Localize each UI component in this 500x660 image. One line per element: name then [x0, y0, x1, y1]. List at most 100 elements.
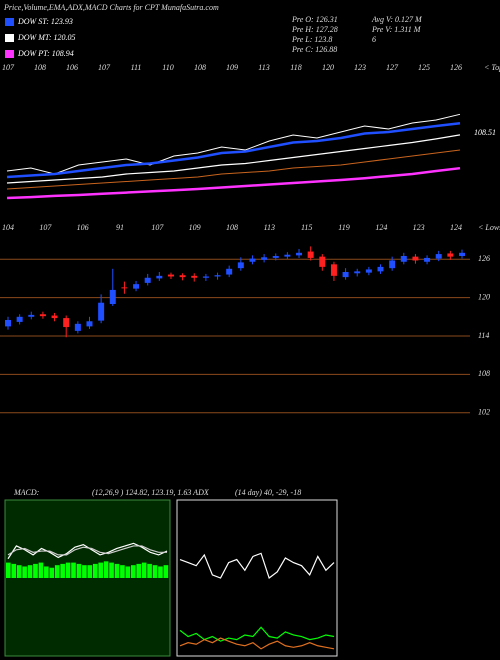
- histogram-bar: [141, 562, 147, 578]
- candle-body: [74, 323, 81, 331]
- candle-body: [365, 269, 372, 273]
- top-label: 123: [354, 63, 366, 72]
- info-text: Pre C: 126.88: [291, 45, 337, 54]
- low-note: < Lows: [478, 223, 500, 232]
- y-tick-label: 114: [478, 331, 489, 340]
- histogram-bar: [38, 562, 44, 578]
- candle-body: [424, 257, 431, 262]
- low-label: 115: [301, 223, 312, 232]
- histogram-bar: [33, 563, 38, 578]
- info-text: Avg V: 0.127 M: [371, 15, 423, 24]
- candle-body: [342, 272, 349, 278]
- series-line: [6, 122, 461, 179]
- legend-swatch: [5, 34, 14, 42]
- series-line: [179, 637, 335, 650]
- candle-body: [459, 252, 465, 256]
- candle-body: [16, 316, 23, 322]
- low-label: 107: [151, 223, 164, 232]
- top-label: 109: [226, 63, 238, 72]
- low-label: 109: [189, 223, 201, 232]
- candle-body: [261, 257, 268, 260]
- candle-body: [167, 274, 174, 277]
- candle-body: [5, 320, 11, 327]
- low-label: 124: [375, 223, 387, 232]
- series-line: [7, 545, 167, 556]
- series-line: [179, 552, 335, 579]
- candle-body: [98, 302, 105, 321]
- histogram-bar: [125, 566, 131, 578]
- candle-body: [400, 256, 407, 262]
- top-label: 110: [162, 63, 173, 72]
- candle-body: [133, 284, 140, 289]
- histogram-bar: [65, 562, 71, 578]
- candle-body: [121, 287, 128, 289]
- histogram-bar: [136, 563, 142, 578]
- candle-body: [39, 314, 46, 317]
- low-label: 124: [450, 223, 462, 232]
- histogram-bar: [158, 566, 163, 578]
- legend-swatch: [5, 18, 14, 26]
- histogram-bar: [11, 563, 17, 578]
- chart-title: Price,Volume,EMA,ADX,MACD Charts for CPT…: [3, 3, 219, 12]
- candle-body: [354, 271, 361, 274]
- histogram-bar: [49, 567, 55, 578]
- histogram-bar: [152, 565, 158, 578]
- top-label: 120: [322, 63, 334, 72]
- low-label: 123: [413, 223, 425, 232]
- candle-body: [237, 262, 244, 269]
- info-text: Pre O: 126.31: [291, 15, 338, 24]
- info-text: Pre H: 127.28: [291, 25, 338, 34]
- top-label: 107: [98, 63, 111, 72]
- histogram-bar: [147, 563, 152, 578]
- y-tick-label: 120: [478, 292, 490, 301]
- low-label: 119: [338, 223, 349, 232]
- top-label: 106: [66, 63, 78, 72]
- histogram-bar: [120, 565, 125, 578]
- legend-label: DOW ST: 123.93: [17, 17, 73, 26]
- histogram-bar: [92, 563, 98, 578]
- histogram-bar: [6, 562, 11, 578]
- histogram-bar: [60, 563, 65, 578]
- panel-subtitle: (12,26,9 ) 124.82, 123.19, 1.63 ADX: [92, 488, 210, 497]
- histogram-bar: [22, 566, 27, 578]
- series-line: [6, 113, 461, 175]
- histogram-bar: [44, 566, 49, 578]
- candle-body: [307, 251, 314, 258]
- histogram-bar: [54, 565, 60, 578]
- candle-body: [377, 266, 384, 272]
- low-label: 106: [77, 223, 89, 232]
- top-label: 126: [450, 63, 462, 72]
- top-label: 125: [418, 63, 430, 72]
- histogram-bar: [27, 565, 33, 578]
- top-note: < Tops: [484, 63, 500, 72]
- candle-body: [109, 289, 116, 304]
- histogram-bar: [71, 562, 76, 578]
- candle-body: [284, 254, 291, 257]
- histogram-bar: [82, 565, 87, 578]
- candle-body: [447, 253, 454, 257]
- candle-body: [226, 268, 233, 275]
- candle-body: [28, 314, 35, 317]
- histogram-bar: [163, 565, 169, 578]
- candle-body: [435, 254, 442, 259]
- panel-frame: [176, 499, 338, 657]
- histogram-bar: [114, 563, 120, 578]
- info-text: 6: [372, 35, 376, 44]
- low-label: 107: [39, 223, 52, 232]
- y-tick-label: 126: [478, 254, 490, 263]
- candle-body: [156, 275, 163, 279]
- low-label: 104: [2, 223, 14, 232]
- candle-body: [86, 321, 93, 327]
- histogram-bar: [98, 562, 103, 578]
- info-text: Pre V: 1.311 M: [371, 25, 422, 34]
- panel-title: (14 day) 40, -29, -18: [235, 488, 301, 497]
- candle-body: [272, 256, 279, 258]
- info-text: Pre L: 123.8: [291, 35, 332, 44]
- legend-label: DOW PT: 108.94: [17, 49, 74, 58]
- low-label: 108: [226, 223, 238, 232]
- candle-body: [412, 256, 419, 261]
- candle-body: [296, 252, 303, 256]
- top-label: 107: [2, 63, 15, 72]
- top-label: 111: [131, 63, 142, 72]
